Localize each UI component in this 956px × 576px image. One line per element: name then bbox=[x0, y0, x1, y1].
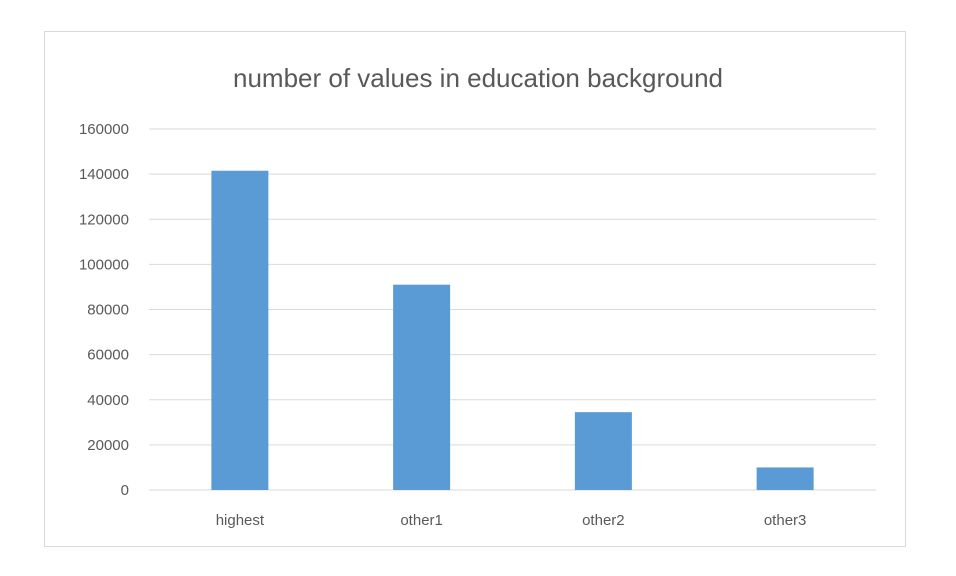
y-tick-label: 100000 bbox=[79, 256, 129, 273]
y-tick-label: 120000 bbox=[79, 211, 129, 228]
gridlines bbox=[149, 128, 876, 491]
bar-other2 bbox=[574, 412, 632, 490]
x-axis-category-labels: highest other1 other2 other3 bbox=[216, 512, 807, 529]
category-label-other3: other3 bbox=[764, 512, 807, 529]
chart-frame bbox=[44, 31, 906, 547]
bars bbox=[211, 170, 814, 490]
y-tick-label: 160000 bbox=[79, 121, 129, 138]
bar-other1 bbox=[393, 284, 451, 490]
y-tick-label: 60000 bbox=[87, 347, 129, 364]
y-tick-label: 40000 bbox=[87, 392, 129, 409]
category-label-other2: other2 bbox=[582, 512, 625, 529]
y-tick-label: 20000 bbox=[87, 437, 129, 454]
y-tick-label: 80000 bbox=[87, 302, 129, 319]
category-label-other1: other1 bbox=[400, 512, 443, 529]
chart-title: number of values in education background bbox=[233, 63, 723, 93]
category-label-highest: highest bbox=[216, 512, 265, 529]
y-tick-label: 0 bbox=[121, 482, 129, 499]
bar-highest bbox=[211, 170, 269, 490]
y-tick-label: 140000 bbox=[79, 166, 129, 183]
bar-other3 bbox=[756, 467, 814, 490]
y-axis-tick-labels: 0 20000 40000 60000 80000 100000 120000 140000 1… bbox=[79, 121, 129, 499]
